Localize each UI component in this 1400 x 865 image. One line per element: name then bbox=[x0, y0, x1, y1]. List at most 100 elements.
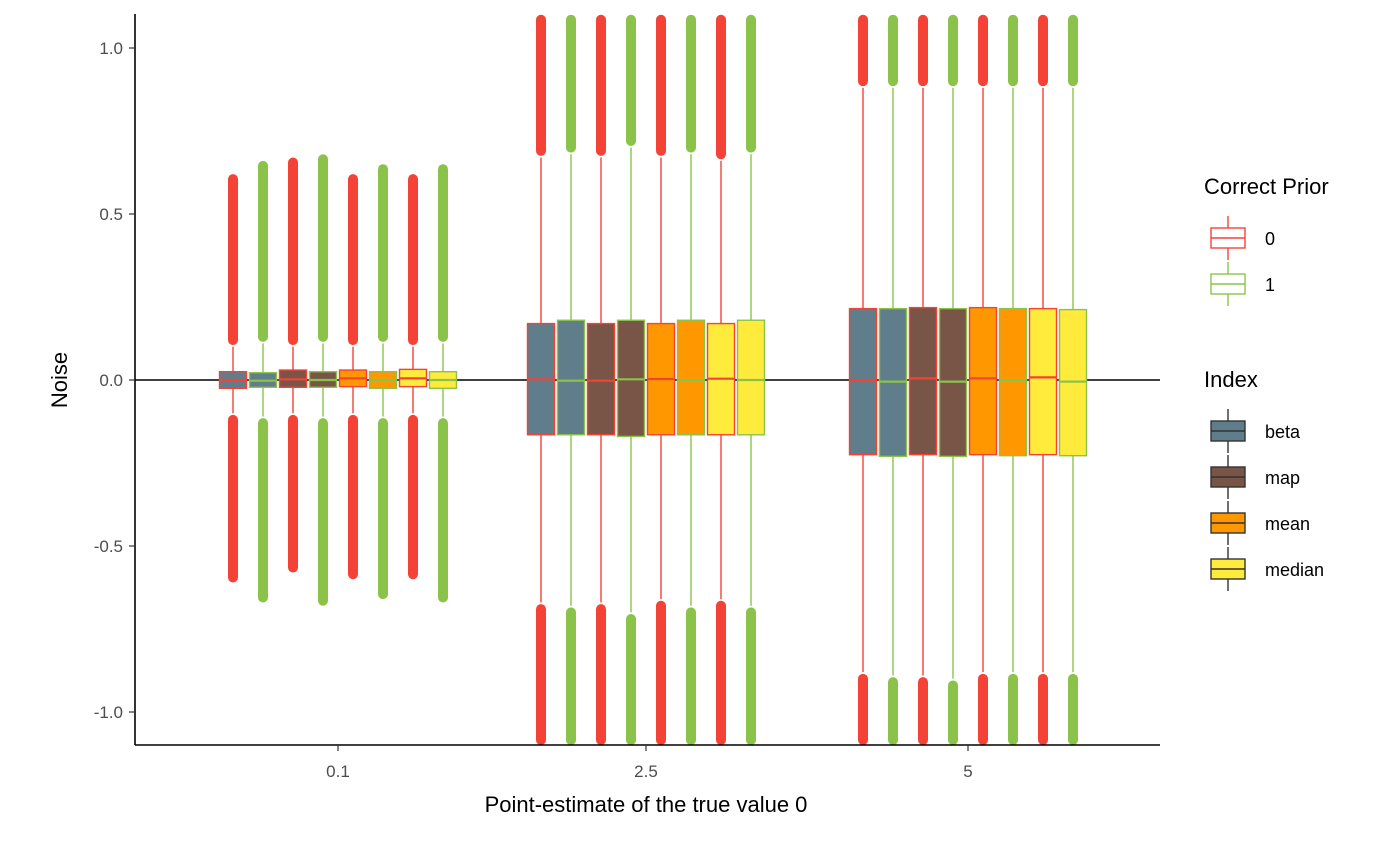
box-beta-prior-0 bbox=[848, 14, 878, 745]
outliers-high bbox=[596, 14, 606, 156]
outliers-high bbox=[378, 164, 388, 342]
box-mean-prior-1 bbox=[998, 14, 1028, 745]
box-map-prior-1 bbox=[616, 14, 646, 745]
x-tick-label: 5 bbox=[963, 762, 972, 781]
outliers-high bbox=[656, 14, 666, 156]
box-beta-prior-0 bbox=[218, 174, 248, 583]
legend-key-index-map bbox=[1210, 455, 1246, 499]
outliers-high bbox=[626, 14, 636, 146]
box-median-prior-0 bbox=[1028, 14, 1058, 745]
y-tick-label: -0.5 bbox=[94, 537, 123, 556]
outliers-low bbox=[378, 418, 388, 600]
box-group-0.1 bbox=[218, 154, 458, 606]
legend-label-prior: 0 bbox=[1265, 229, 1275, 249]
outliers-low bbox=[438, 418, 448, 603]
box-beta-prior-1 bbox=[878, 14, 908, 745]
outliers-high bbox=[288, 157, 298, 346]
legend-label-index: mean bbox=[1265, 514, 1310, 534]
outliers-low bbox=[626, 614, 636, 745]
outliers-high bbox=[686, 14, 696, 153]
outliers-low bbox=[596, 604, 606, 745]
box-body bbox=[556, 319, 586, 436]
box-body bbox=[848, 307, 878, 456]
x-tick-label: 2.5 bbox=[634, 762, 658, 781]
outliers-low bbox=[1008, 673, 1018, 745]
box-mean-prior-1 bbox=[676, 14, 706, 745]
box-group-2.5 bbox=[526, 14, 766, 745]
box-map-prior-0 bbox=[278, 157, 308, 573]
outliers-high bbox=[536, 14, 546, 156]
outliers-high bbox=[318, 154, 328, 342]
box-body bbox=[908, 306, 938, 456]
box-median-prior-0 bbox=[398, 174, 428, 580]
outliers-high bbox=[746, 14, 756, 153]
outliers-high bbox=[1068, 14, 1078, 87]
outliers-low bbox=[716, 600, 726, 745]
outliers-high bbox=[566, 14, 576, 153]
outliers-high bbox=[1038, 14, 1048, 87]
outliers-low bbox=[536, 604, 546, 745]
outliers-high bbox=[438, 164, 448, 342]
outliers-low bbox=[1068, 673, 1078, 745]
legend-label-prior: 1 bbox=[1265, 275, 1275, 295]
box-body bbox=[1028, 307, 1058, 456]
box-mean-prior-0 bbox=[338, 174, 368, 580]
legend-correct-prior: Correct Prior 0 1 bbox=[1204, 174, 1329, 306]
box-map-prior-0 bbox=[586, 14, 616, 745]
box-group-5 bbox=[848, 14, 1088, 745]
outliers-low bbox=[888, 677, 898, 745]
outliers-low bbox=[1038, 673, 1048, 745]
outliers-low bbox=[656, 600, 666, 745]
box-median-prior-1 bbox=[428, 164, 458, 603]
y-tick-label: 0.0 bbox=[99, 371, 123, 390]
y-tick-label: 1.0 bbox=[99, 39, 123, 58]
box-median-prior-0 bbox=[706, 14, 736, 745]
outliers-low bbox=[566, 607, 576, 745]
outliers-high bbox=[918, 14, 928, 87]
outliers-low bbox=[978, 673, 988, 745]
legend-label-index: beta bbox=[1265, 422, 1301, 442]
legend-index-title: Index bbox=[1204, 367, 1258, 392]
outliers-low bbox=[408, 414, 418, 580]
outliers-high bbox=[1008, 14, 1018, 87]
y-tick-label: 0.5 bbox=[99, 205, 123, 224]
legend-label-index: map bbox=[1265, 468, 1300, 488]
outliers-high bbox=[888, 14, 898, 87]
box-beta-prior-1 bbox=[248, 160, 278, 603]
legend-key-index-mean bbox=[1210, 501, 1246, 545]
outliers-high bbox=[978, 14, 988, 87]
outliers-high bbox=[716, 14, 726, 160]
outliers-low bbox=[686, 607, 696, 745]
outliers-high bbox=[408, 174, 418, 346]
outliers-high bbox=[258, 160, 268, 342]
outliers-low bbox=[918, 677, 928, 745]
box-body bbox=[968, 306, 998, 456]
outliers-low bbox=[318, 418, 328, 606]
outliers-low bbox=[858, 673, 868, 745]
outliers-high bbox=[348, 174, 358, 346]
legend-key-index-median bbox=[1210, 547, 1246, 591]
box-map-prior-0 bbox=[908, 14, 938, 745]
box-map-prior-1 bbox=[938, 14, 968, 745]
outliers-low bbox=[746, 607, 756, 745]
box-mean-prior-1 bbox=[368, 164, 398, 600]
legend-index: Index beta map mean median bbox=[1204, 367, 1324, 591]
x-axis: 0.1 2.5 5 bbox=[135, 744, 1160, 781]
box-body bbox=[998, 307, 1028, 457]
outliers-low bbox=[228, 414, 238, 583]
x-tick-label: 0.1 bbox=[326, 762, 350, 781]
x-axis-title: Point-estimate of the true value 0 bbox=[485, 792, 808, 817]
outliers-high bbox=[858, 14, 868, 87]
box-beta-prior-0 bbox=[526, 14, 556, 745]
y-tick-label: -1.0 bbox=[94, 703, 123, 722]
legend-key-prior-1 bbox=[1210, 262, 1246, 306]
box-median-prior-1 bbox=[736, 14, 766, 745]
outliers-low bbox=[948, 680, 958, 745]
legend-key-prior-0 bbox=[1210, 216, 1246, 260]
plot-area bbox=[135, 14, 1160, 745]
box-mean-prior-0 bbox=[646, 14, 676, 745]
y-axis-title: Noise bbox=[47, 352, 72, 408]
box-map-prior-1 bbox=[308, 154, 338, 606]
outliers-low bbox=[258, 418, 268, 603]
box-beta-prior-1 bbox=[556, 14, 586, 745]
